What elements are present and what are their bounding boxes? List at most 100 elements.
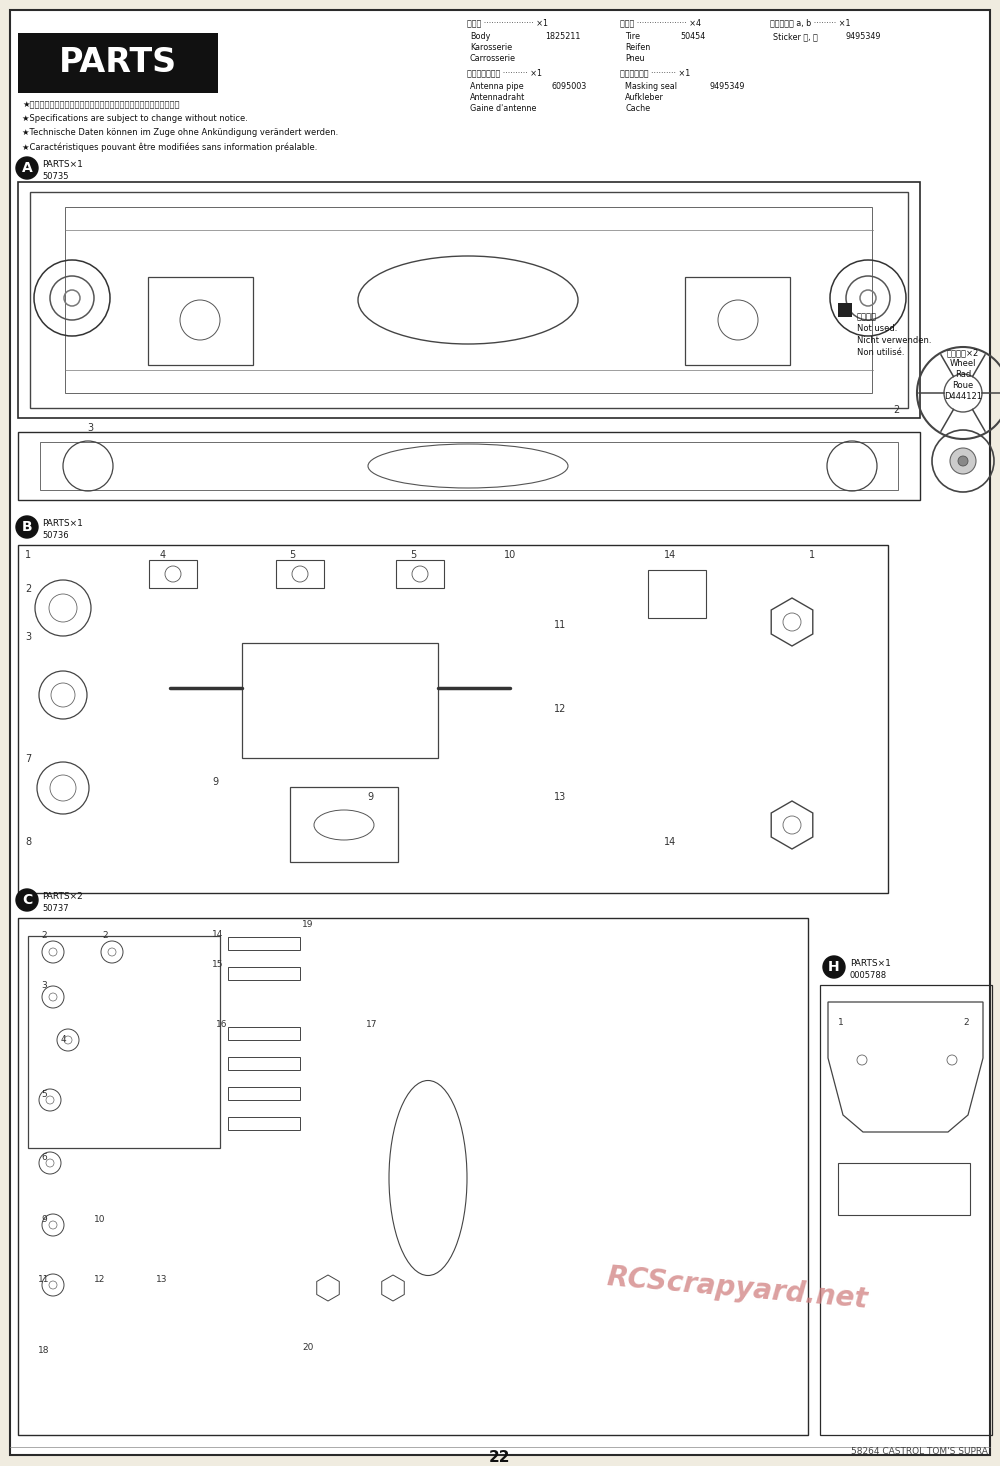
Text: 11: 11 [38, 1275, 50, 1284]
Bar [820, 985, 992, 1435]
Text: 9495349: 9495349 [845, 32, 881, 41]
Text: 58264 CASTROL TOM'S SUPRA: 58264 CASTROL TOM'S SUPRA [851, 1447, 988, 1456]
Text: 50454: 50454 [680, 32, 705, 41]
Text: 1: 1 [838, 1017, 844, 1028]
Bar [685, 277, 790, 365]
Bar [28, 935, 220, 1148]
Text: Cache: Cache [625, 104, 650, 113]
Text: 17: 17 [366, 1020, 378, 1029]
Text: 10: 10 [94, 1215, 106, 1224]
Text: Not used.: Not used. [857, 324, 897, 333]
Text: アンテナパイプ ·········· ×1: アンテナパイプ ·········· ×1 [467, 67, 542, 78]
Text: 1: 1 [809, 550, 815, 560]
Text: 12: 12 [554, 704, 566, 714]
Text: ホイール×2: ホイール×2 [947, 347, 979, 358]
Text: 2: 2 [102, 931, 108, 940]
Text: 18: 18 [38, 1346, 50, 1355]
Text: ★製品改良のためキットは予告なく仕様を変更することがあります。: ★製品改良のためキットは予告なく仕様を変更することがあります。 [22, 100, 180, 108]
Text: 不要部品: 不要部品 [857, 312, 877, 321]
Text: B: B [22, 520, 32, 534]
Bar [276, 560, 324, 588]
Bar [228, 1028, 300, 1039]
Text: 11: 11 [554, 620, 566, 630]
Text: Body: Body [470, 32, 490, 41]
Text: Masking seal: Masking seal [625, 82, 677, 91]
Bar [65, 207, 872, 393]
Bar [40, 443, 898, 490]
Text: 14: 14 [664, 550, 676, 560]
Text: ★Technische Daten können im Zuge ohne Ankündigung verändert werden.: ★Technische Daten können im Zuge ohne An… [22, 128, 338, 136]
Text: 4: 4 [60, 1035, 66, 1044]
Circle shape [958, 456, 968, 466]
Bar [228, 968, 300, 979]
Text: 10: 10 [504, 550, 516, 560]
Bar [290, 787, 398, 862]
Text: 12: 12 [94, 1275, 106, 1284]
Text: 13: 13 [156, 1275, 168, 1284]
Text: PARTS×1: PARTS×1 [42, 519, 83, 528]
Text: Pneu: Pneu [625, 54, 645, 63]
Text: 2: 2 [894, 405, 900, 415]
Text: ★Specifications are subject to change without notice.: ★Specifications are subject to change wi… [22, 114, 248, 123]
Text: 19: 19 [302, 921, 314, 929]
Text: 3: 3 [25, 632, 31, 642]
Bar [396, 560, 444, 588]
Text: Antenna pipe: Antenna pipe [470, 82, 524, 91]
Text: 3: 3 [41, 981, 47, 990]
Text: PARTS: PARTS [59, 47, 177, 79]
Text: 9: 9 [41, 1215, 47, 1224]
Text: Wheel: Wheel [950, 359, 976, 368]
Text: 2: 2 [963, 1017, 969, 1028]
Text: Carrosserie: Carrosserie [470, 54, 516, 63]
Text: Roue: Roue [952, 381, 974, 390]
Text: 22: 22 [489, 1450, 511, 1465]
Text: 13: 13 [554, 792, 566, 802]
Bar [18, 182, 920, 418]
Text: 50736: 50736 [42, 531, 69, 539]
Text: マスクシール ·········· ×1: マスクシール ·········· ×1 [620, 67, 690, 78]
Bar [242, 644, 438, 758]
Text: A: A [22, 161, 32, 174]
Text: 4: 4 [160, 550, 166, 560]
Bar [18, 918, 808, 1435]
Text: 20: 20 [302, 1343, 314, 1352]
Text: Nicht verwenden.: Nicht verwenden. [857, 336, 932, 345]
Text: PARTS×1: PARTS×1 [42, 160, 83, 169]
Text: Non utilisé.: Non utilisé. [857, 347, 904, 358]
Bar [228, 1117, 300, 1130]
Text: 5: 5 [410, 550, 416, 560]
Text: 6: 6 [41, 1152, 47, 1163]
Text: Karosserie: Karosserie [470, 43, 512, 51]
Bar [30, 192, 908, 408]
Text: 3: 3 [87, 424, 93, 432]
Circle shape [16, 888, 38, 910]
Bar [838, 303, 852, 317]
Text: 0005788: 0005788 [850, 970, 887, 979]
Circle shape [950, 449, 976, 474]
Circle shape [823, 956, 845, 978]
Circle shape [16, 516, 38, 538]
Text: 2: 2 [41, 931, 47, 940]
Text: 6095003: 6095003 [552, 82, 587, 91]
Bar [18, 545, 888, 893]
Bar [648, 570, 706, 619]
Text: Antennadraht: Antennadraht [470, 92, 525, 103]
Text: D444121: D444121 [944, 391, 982, 402]
Text: 14: 14 [212, 929, 224, 940]
Text: 1: 1 [25, 550, 31, 560]
Text: 5: 5 [41, 1091, 47, 1100]
Text: RCScrapyard.net: RCScrapyard.net [605, 1264, 869, 1314]
Bar [18, 432, 920, 500]
Text: Aufkleber: Aufkleber [625, 92, 664, 103]
Text: C: C [22, 893, 32, 907]
Bar [228, 1086, 300, 1100]
Bar [148, 277, 253, 365]
Text: Gaine d'antenne: Gaine d'antenne [470, 104, 536, 113]
Text: 50735: 50735 [42, 172, 68, 180]
Bar [228, 1057, 300, 1070]
Text: Reifen: Reifen [625, 43, 650, 51]
Text: 50737: 50737 [42, 905, 69, 913]
Text: 5: 5 [289, 550, 295, 560]
Text: 14: 14 [664, 837, 676, 847]
Text: 8: 8 [25, 837, 31, 847]
